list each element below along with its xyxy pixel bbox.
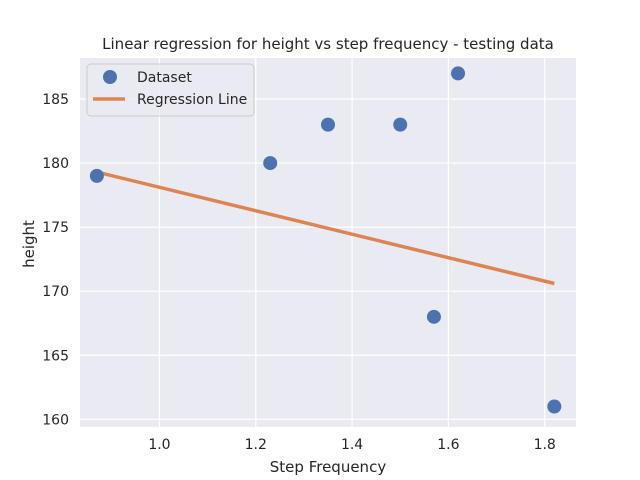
legend-label-regression-line: Regression Line <box>137 92 247 108</box>
y-tick-label: 185 <box>42 92 69 108</box>
series-layer <box>89 66 562 414</box>
legend-marker-dataset <box>103 70 117 84</box>
legend-box <box>86 63 255 117</box>
y-tick-label: 165 <box>42 348 69 364</box>
y-tick-label: 175 <box>42 220 69 236</box>
y-tick-label: 170 <box>42 284 69 300</box>
x-tick-label: 1.2 <box>245 437 267 453</box>
y-axis-ticks: 160 165 170 175 180 185 <box>42 92 69 428</box>
y-tick-label: 180 <box>42 156 69 172</box>
grid <box>80 58 576 427</box>
x-tick-label: 1.8 <box>534 437 556 453</box>
x-axis-label: Step Frequency <box>270 458 387 476</box>
data-point <box>321 117 335 132</box>
y-tick-label: 160 <box>42 412 69 428</box>
data-point <box>451 66 466 81</box>
legend-label-dataset: Dataset <box>137 70 192 86</box>
data-point <box>263 156 278 171</box>
y-axis-label: height <box>20 220 38 268</box>
chart-title: Linear regression for height vs step fre… <box>102 35 554 53</box>
x-tick-label: 1.4 <box>341 437 363 453</box>
x-tick-label: 1.0 <box>148 437 170 453</box>
data-point <box>89 168 104 183</box>
data-point <box>547 399 562 414</box>
x-tick-label: 1.6 <box>437 437 459 453</box>
regression-line <box>96 170 555 286</box>
legend: Dataset Regression Line <box>86 63 255 117</box>
data-point <box>393 117 408 132</box>
data-point <box>426 309 441 324</box>
x-axis-ticks: 1.0 1.2 1.4 1.6 1.8 <box>148 437 556 453</box>
